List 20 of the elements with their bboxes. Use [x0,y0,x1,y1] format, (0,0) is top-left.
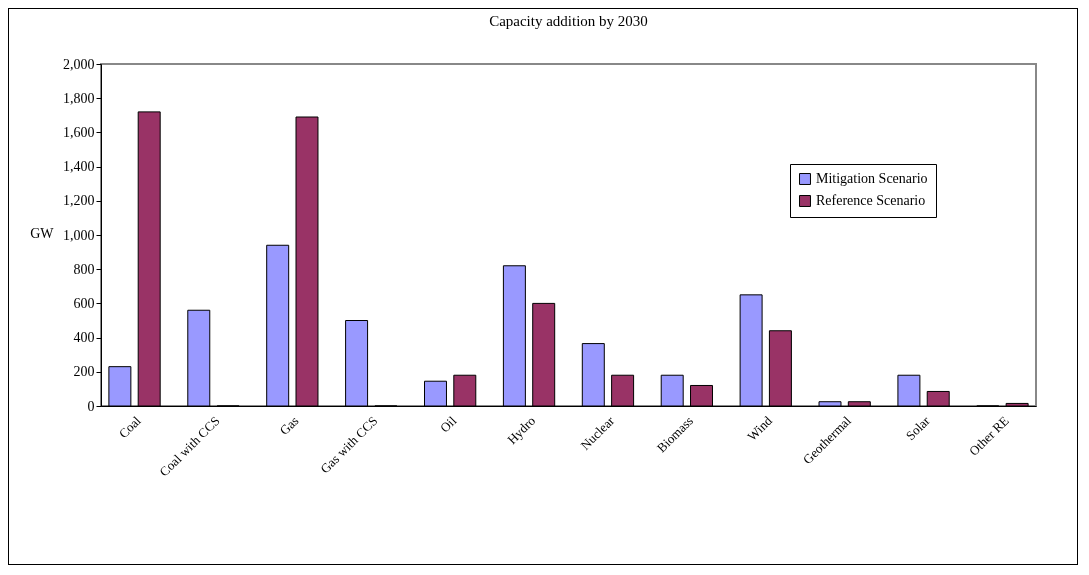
x-tick-label: Coal [115,412,144,442]
y-tick-label: 0 [87,398,95,414]
y-tick-label: 1,000 [63,227,95,243]
y-tick-label: 200 [73,364,95,380]
chart-title: Capacity addition by 2030 [489,13,648,29]
x-tick-label: Gas with CCS [317,413,381,477]
y-tick-label: 400 [73,330,95,346]
y-tick-label: 1,600 [63,124,95,140]
x-tick-label: Oil [436,412,460,436]
y-axis-title: GW [30,225,55,241]
y-tick-label: 2,000 [63,56,95,72]
legend-label: Reference Scenario [816,193,926,208]
y-tick-label: 1,200 [63,193,95,209]
x-tick-label: Gas [276,413,302,438]
y-tick-label: 600 [73,295,95,311]
x-tick-label: Coal with CCS [156,413,223,480]
legend-label: Mitigation Scenario [816,171,928,186]
y-tick-label: 1,400 [63,159,95,175]
y-tick-label: 1,800 [63,90,95,106]
y-tick-label: 800 [73,261,95,277]
